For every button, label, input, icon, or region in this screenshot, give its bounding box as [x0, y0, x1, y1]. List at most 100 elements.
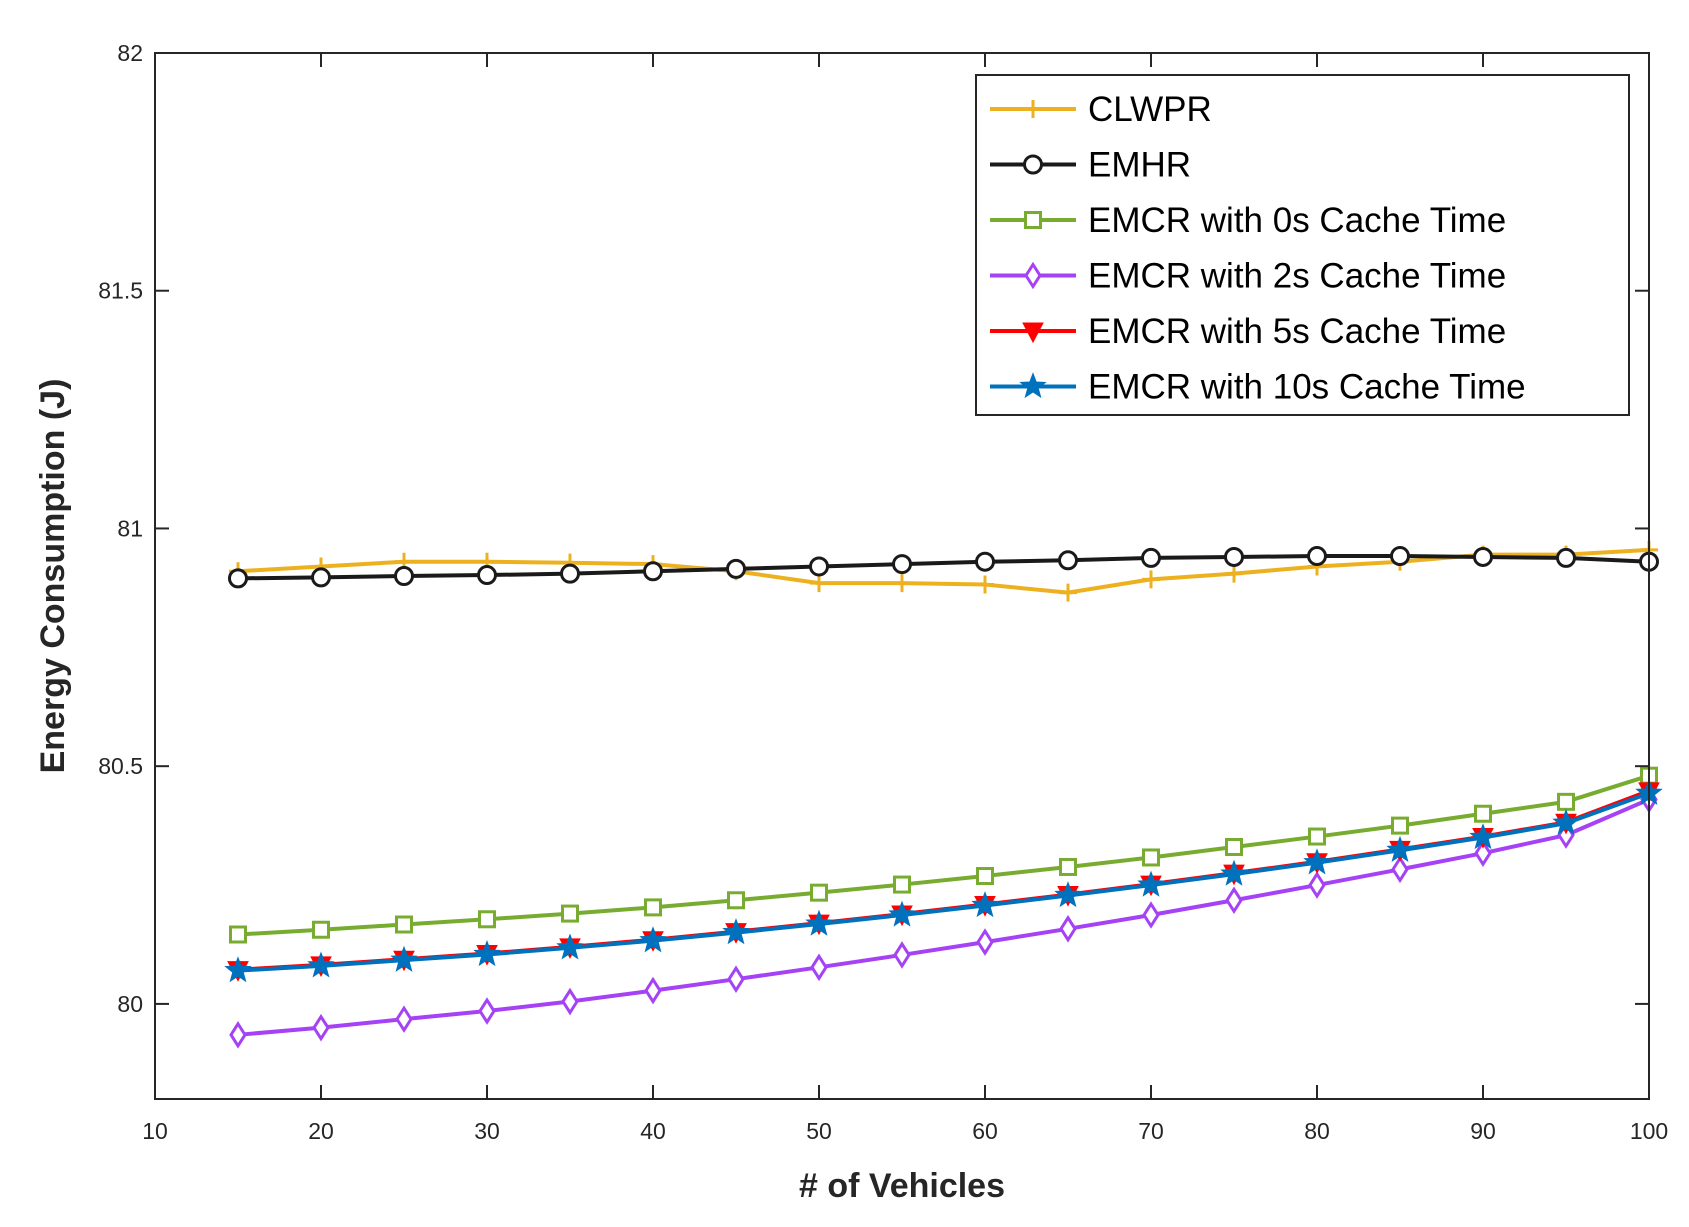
data-point: [556, 933, 584, 960]
data-point: [1303, 848, 1331, 875]
x-tick-label: 90: [1470, 1118, 1496, 1144]
data-point: [893, 941, 911, 969]
data-point: [229, 1021, 247, 1049]
legend-label: CLWPR: [1088, 90, 1212, 129]
legend-item: EMCR with 2s Cache Time: [990, 257, 1506, 296]
legend-item: EMHR: [990, 146, 1191, 185]
data-point: [1142, 848, 1160, 867]
data-point: [976, 575, 994, 594]
data-point: [390, 945, 418, 972]
legend-label: EMCR with 0s Cache Time: [1088, 201, 1506, 240]
data-point: [395, 915, 413, 934]
data-point: [477, 565, 497, 586]
data-point: [976, 867, 994, 886]
data-point: [395, 1005, 413, 1033]
data-point: [560, 563, 580, 584]
data-point: [1556, 547, 1576, 568]
data-point: [1059, 857, 1077, 876]
data-point: [1059, 583, 1077, 602]
x-tick-label: 20: [308, 1118, 334, 1144]
x-tick-label: 60: [972, 1118, 998, 1144]
series-line: [237, 797, 1650, 1037]
data-point: [312, 920, 330, 939]
x-tick-label: 70: [1138, 1118, 1164, 1144]
legend-label: EMCR with 10s Cache Time: [1088, 368, 1526, 407]
data-point: [805, 909, 833, 936]
data-point: [1473, 546, 1493, 567]
data-point: [810, 574, 828, 593]
data-point: [1225, 564, 1243, 583]
data-point: [976, 928, 994, 956]
legend-label: EMCR with 5s Cache Time: [1088, 312, 1506, 351]
x-tick-label: 50: [806, 1118, 832, 1144]
data-point: [1391, 816, 1409, 835]
data-point: [229, 925, 247, 944]
x-tick-label: 30: [474, 1118, 500, 1144]
data-point: [971, 891, 999, 918]
y-tick-label: 82: [117, 40, 143, 66]
data-point: [1137, 870, 1165, 897]
data-point: [639, 926, 667, 953]
x-tick-label: 10: [142, 1118, 168, 1144]
legend-item: EMCR with 5s Cache Time: [990, 312, 1506, 351]
data-point: [722, 918, 750, 945]
legend-item: EMCR with 10s Cache Time: [990, 368, 1526, 407]
legend-marker: [1019, 372, 1047, 399]
data-point: [893, 574, 911, 593]
series-6: [224, 778, 1663, 983]
x-tick-label: 100: [1630, 1118, 1668, 1144]
data-point: [888, 900, 916, 927]
data-point: [975, 551, 995, 572]
data-point: [394, 566, 414, 586]
series-line: [237, 547, 1650, 595]
data-point: [810, 953, 828, 982]
data-point: [810, 883, 828, 902]
data-point: [1307, 546, 1327, 567]
y-tick-label: 80.5: [98, 753, 143, 779]
data-point: [1225, 838, 1243, 857]
y-tick-label: 81.5: [98, 278, 143, 304]
data-point: [727, 965, 745, 993]
data-point: [478, 910, 496, 929]
data-point: [1552, 808, 1580, 835]
legend-marker: [1022, 322, 1044, 344]
legend-marker: [1024, 100, 1042, 118]
x-axis-label: # of Vehicles: [799, 1167, 1005, 1205]
data-point: [726, 558, 746, 579]
legend-label: EMCR with 2s Cache Time: [1088, 257, 1506, 296]
y-axis-label: Energy Consumption (J): [34, 379, 72, 774]
data-point: [1224, 546, 1244, 567]
data-point: [644, 976, 662, 1005]
plot-box: [154, 52, 1650, 1100]
data-point: [1474, 839, 1492, 867]
data-point: [1390, 546, 1410, 567]
data-point: [1308, 871, 1326, 899]
legend-item: CLWPR: [990, 90, 1212, 129]
data-point: [311, 567, 331, 588]
legend-box: [975, 74, 1630, 416]
series-line: [237, 791, 1650, 973]
data-point: [892, 554, 912, 575]
legend-label: EMHR: [1088, 146, 1191, 185]
data-point: [1391, 855, 1409, 884]
series-line: [237, 773, 1650, 937]
data-point: [1054, 881, 1082, 908]
data-point: [1386, 835, 1414, 862]
data-point: [893, 875, 911, 894]
data-point: [1142, 570, 1160, 589]
data-point: [1308, 827, 1326, 846]
data-point: [1225, 886, 1243, 915]
data-point: [561, 904, 579, 923]
x-tick-label: 40: [640, 1118, 666, 1144]
legend-item: EMCR with 0s Cache Time: [990, 201, 1506, 240]
data-point: [1058, 550, 1078, 571]
data-point: [478, 997, 496, 1025]
legend: CLWPR EMHR EMCR with 0s Cache Time EMCR wit…: [975, 74, 1630, 416]
data-point: [473, 940, 501, 967]
data-point: [1141, 547, 1161, 568]
data-point: [224, 956, 252, 983]
y-tick-label: 80: [117, 991, 143, 1017]
series-layer: [224, 540, 1663, 1049]
data-point: [1220, 859, 1248, 886]
